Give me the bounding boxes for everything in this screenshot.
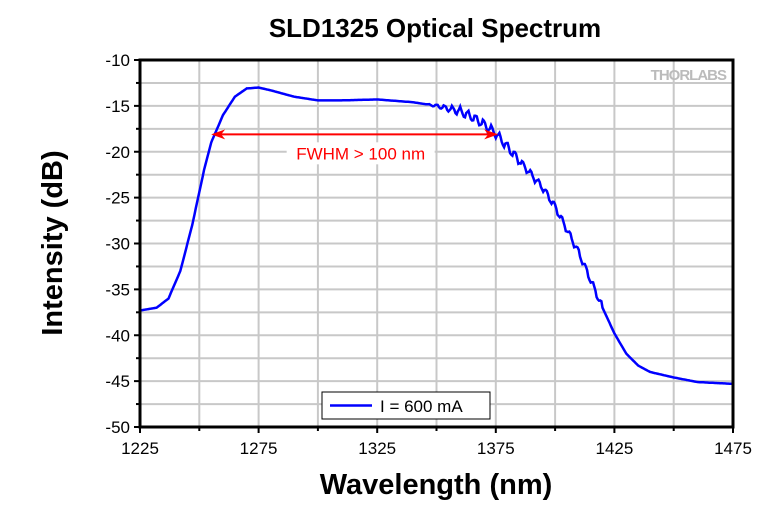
y-tick-label: -10: [105, 51, 130, 70]
y-tick-label: -45: [105, 372, 130, 391]
legend: I = 600 mA: [321, 391, 491, 420]
y-tick-label: -50: [105, 418, 130, 437]
x-tick-label: 1375: [477, 439, 515, 458]
y-tick-label: -35: [105, 280, 130, 299]
fwhm-label: FWHM > 100 nm: [296, 144, 425, 163]
ticks: 1225 1275 1325 1375 1425 1475 -10 -15 -20 -25 -30 -…: [105, 51, 751, 458]
legend-label: I = 600 mA: [380, 397, 463, 416]
x-tick-label: 1475: [714, 439, 752, 458]
y-axis-label: Intensity (dB): [37, 150, 69, 335]
x-tick-label: 1325: [358, 439, 396, 458]
y-tick-label: -40: [105, 326, 130, 345]
x-tick-label: 1225: [121, 439, 159, 458]
y-tick-label: -25: [105, 189, 130, 208]
chart-title: SLD1325 Optical Spectrum: [269, 13, 601, 43]
grid: [139, 59, 734, 428]
x-tick-label: 1275: [240, 439, 278, 458]
series-line: [139, 86, 734, 386]
y-tick-label: -30: [105, 235, 130, 254]
x-axis-label: Wavelength (nm): [320, 469, 553, 501]
y-tick-label: -15: [105, 97, 130, 116]
y-tick-label: -20: [105, 143, 130, 162]
annotation-bg: [286, 142, 435, 165]
plot-frame: [138, 58, 735, 429]
x-tick-label: 1425: [595, 439, 633, 458]
arrow-left-icon: [211, 129, 226, 140]
watermark-thorlabs: THORLABS: [651, 67, 727, 84]
arrow-right-icon: [484, 129, 499, 140]
fwhm-annotation: FWHM > 100 nm: [211, 129, 499, 165]
